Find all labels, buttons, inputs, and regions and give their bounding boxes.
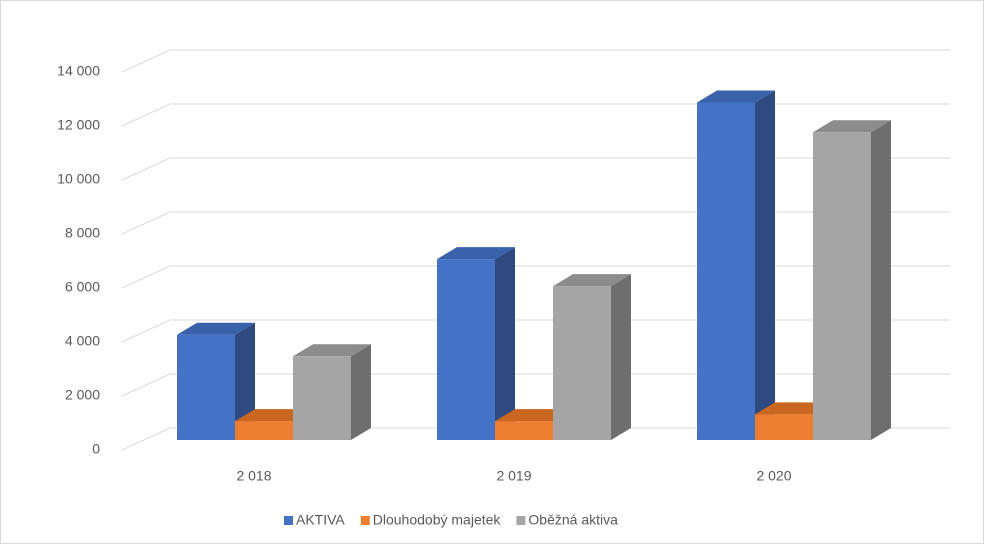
bar-side bbox=[755, 90, 775, 440]
bar-top bbox=[813, 120, 891, 133]
y-tick-label: 14 000 bbox=[57, 63, 100, 79]
grid-line bbox=[121, 427, 950, 451]
bar-side bbox=[351, 344, 371, 440]
legend-label: AKTIVA bbox=[296, 512, 345, 528]
bar-top bbox=[553, 274, 631, 287]
bar-side bbox=[871, 120, 891, 440]
y-tick-label: 10 000 bbox=[57, 171, 100, 187]
bar bbox=[813, 132, 871, 440]
y-tick-label: 6 000 bbox=[65, 279, 100, 295]
bar-top bbox=[697, 90, 775, 103]
bar bbox=[437, 259, 495, 440]
bar bbox=[235, 421, 293, 440]
bar-top bbox=[437, 247, 515, 260]
x-tick-label: 2 020 bbox=[756, 468, 791, 484]
bar-top bbox=[293, 344, 371, 357]
bar bbox=[293, 356, 351, 440]
y-tick-label: 2 000 bbox=[65, 387, 100, 403]
bar bbox=[177, 334, 235, 440]
legend-swatch bbox=[360, 516, 370, 525]
bar-side bbox=[611, 274, 631, 440]
legend-swatch bbox=[284, 516, 293, 525]
grid-line bbox=[121, 211, 950, 235]
grid-line bbox=[121, 157, 950, 181]
x-tick-label: 2 018 bbox=[236, 468, 271, 484]
legend-label: Oběžná aktiva bbox=[528, 512, 618, 528]
y-tick-label: 8 000 bbox=[65, 225, 100, 241]
x-tick-label: 2 019 bbox=[496, 468, 531, 484]
bar bbox=[755, 414, 813, 440]
y-tick-label: 12 000 bbox=[57, 117, 100, 133]
legend-swatch bbox=[516, 516, 526, 525]
grid-line bbox=[121, 319, 950, 343]
bar-side bbox=[495, 247, 515, 440]
y-tick-label: 4 000 bbox=[65, 333, 100, 349]
grid-line bbox=[121, 49, 950, 73]
grid-line bbox=[121, 103, 950, 127]
bar bbox=[697, 102, 755, 440]
bar-side bbox=[235, 322, 255, 440]
legend-label: Dlouhodobý majetek bbox=[373, 512, 502, 528]
bar-top bbox=[177, 322, 255, 335]
bar bbox=[495, 421, 553, 440]
bar bbox=[553, 286, 611, 440]
grid-line bbox=[121, 373, 950, 397]
y-tick-label: 0 bbox=[92, 441, 100, 457]
grid-line bbox=[121, 265, 950, 289]
